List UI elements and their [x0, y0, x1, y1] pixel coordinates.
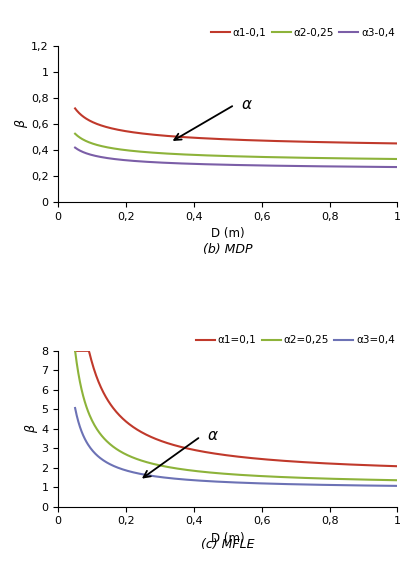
α1-0,1 — [111, 125, 116, 132]
α2-0,25 — [200, 152, 205, 159]
α1-0,1 — [73, 105, 78, 112]
Y-axis label: β: β — [25, 425, 39, 433]
α3=0,4 — [275, 480, 280, 487]
α1-0,1 — [275, 138, 280, 145]
α2-0,25 — [305, 155, 310, 162]
α2-0,25 — [275, 154, 280, 161]
α2-0,25 — [307, 155, 312, 162]
α3=0,4 — [305, 481, 310, 488]
Legend: α1-0,1, α2-0,25, α3-0,4: α1-0,1, α2-0,25, α3-0,4 — [207, 24, 399, 42]
Line: α3-0,4: α3-0,4 — [75, 148, 398, 167]
α3-0,4 — [275, 162, 280, 169]
Line: α1=0,1: α1=0,1 — [75, 351, 398, 466]
α1=0,1 — [305, 459, 310, 466]
α3=0,4 — [111, 462, 116, 469]
Text: $\alpha$: $\alpha$ — [241, 96, 253, 112]
Y-axis label: β: β — [15, 120, 28, 128]
α2=0,25 — [305, 475, 310, 482]
Line: α2=0,25: α2=0,25 — [75, 351, 398, 480]
α3-0,4 — [307, 163, 312, 170]
α1=0,1 — [395, 462, 400, 469]
α1=0,1 — [111, 406, 116, 413]
Line: α1-0,1: α1-0,1 — [75, 109, 398, 144]
X-axis label: D (m): D (m) — [211, 532, 245, 545]
α3=0,4 — [200, 478, 205, 485]
α2=0,25 — [178, 465, 183, 472]
α1=0,1 — [307, 459, 312, 466]
Text: $\alpha$: $\alpha$ — [208, 428, 219, 443]
α3-0,4 — [111, 156, 116, 163]
α1=0,1 — [73, 347, 78, 354]
α3=0,4 — [395, 482, 400, 489]
α1-0,1 — [178, 134, 183, 141]
Text: (b) MDP: (b) MDP — [203, 242, 253, 256]
Line: α2-0,25: α2-0,25 — [75, 134, 398, 159]
α1-0,1 — [395, 140, 400, 147]
α1-0,1 — [307, 138, 312, 145]
α1-0,1 — [200, 135, 205, 142]
X-axis label: D (m): D (m) — [211, 227, 245, 241]
α1-0,1 — [305, 138, 310, 145]
α2-0,25 — [395, 156, 400, 163]
α3-0,4 — [73, 144, 78, 151]
Line: α3=0,4: α3=0,4 — [75, 408, 398, 486]
α3-0,4 — [395, 164, 400, 171]
α1=0,1 — [178, 443, 183, 450]
α2=0,25 — [395, 477, 400, 484]
α3-0,4 — [200, 161, 205, 168]
α3=0,4 — [307, 481, 312, 488]
α2=0,25 — [73, 347, 78, 354]
α1=0,1 — [200, 448, 205, 455]
α3-0,4 — [305, 163, 310, 170]
α3-0,4 — [178, 160, 183, 167]
α2-0,25 — [111, 145, 116, 152]
α2=0,25 — [111, 444, 116, 451]
Text: (c) MFLE: (c) MFLE — [201, 537, 255, 551]
α3=0,4 — [178, 476, 183, 483]
α2=0,25 — [200, 468, 205, 475]
α2-0,25 — [178, 151, 183, 158]
Legend: α1=0,1, α2=0,25, α3=0,4: α1=0,1, α2=0,25, α3=0,4 — [192, 331, 399, 349]
α2=0,25 — [307, 475, 312, 482]
α2-0,25 — [73, 130, 78, 137]
α3=0,4 — [73, 404, 78, 411]
α1=0,1 — [275, 457, 280, 464]
α2=0,25 — [275, 474, 280, 480]
